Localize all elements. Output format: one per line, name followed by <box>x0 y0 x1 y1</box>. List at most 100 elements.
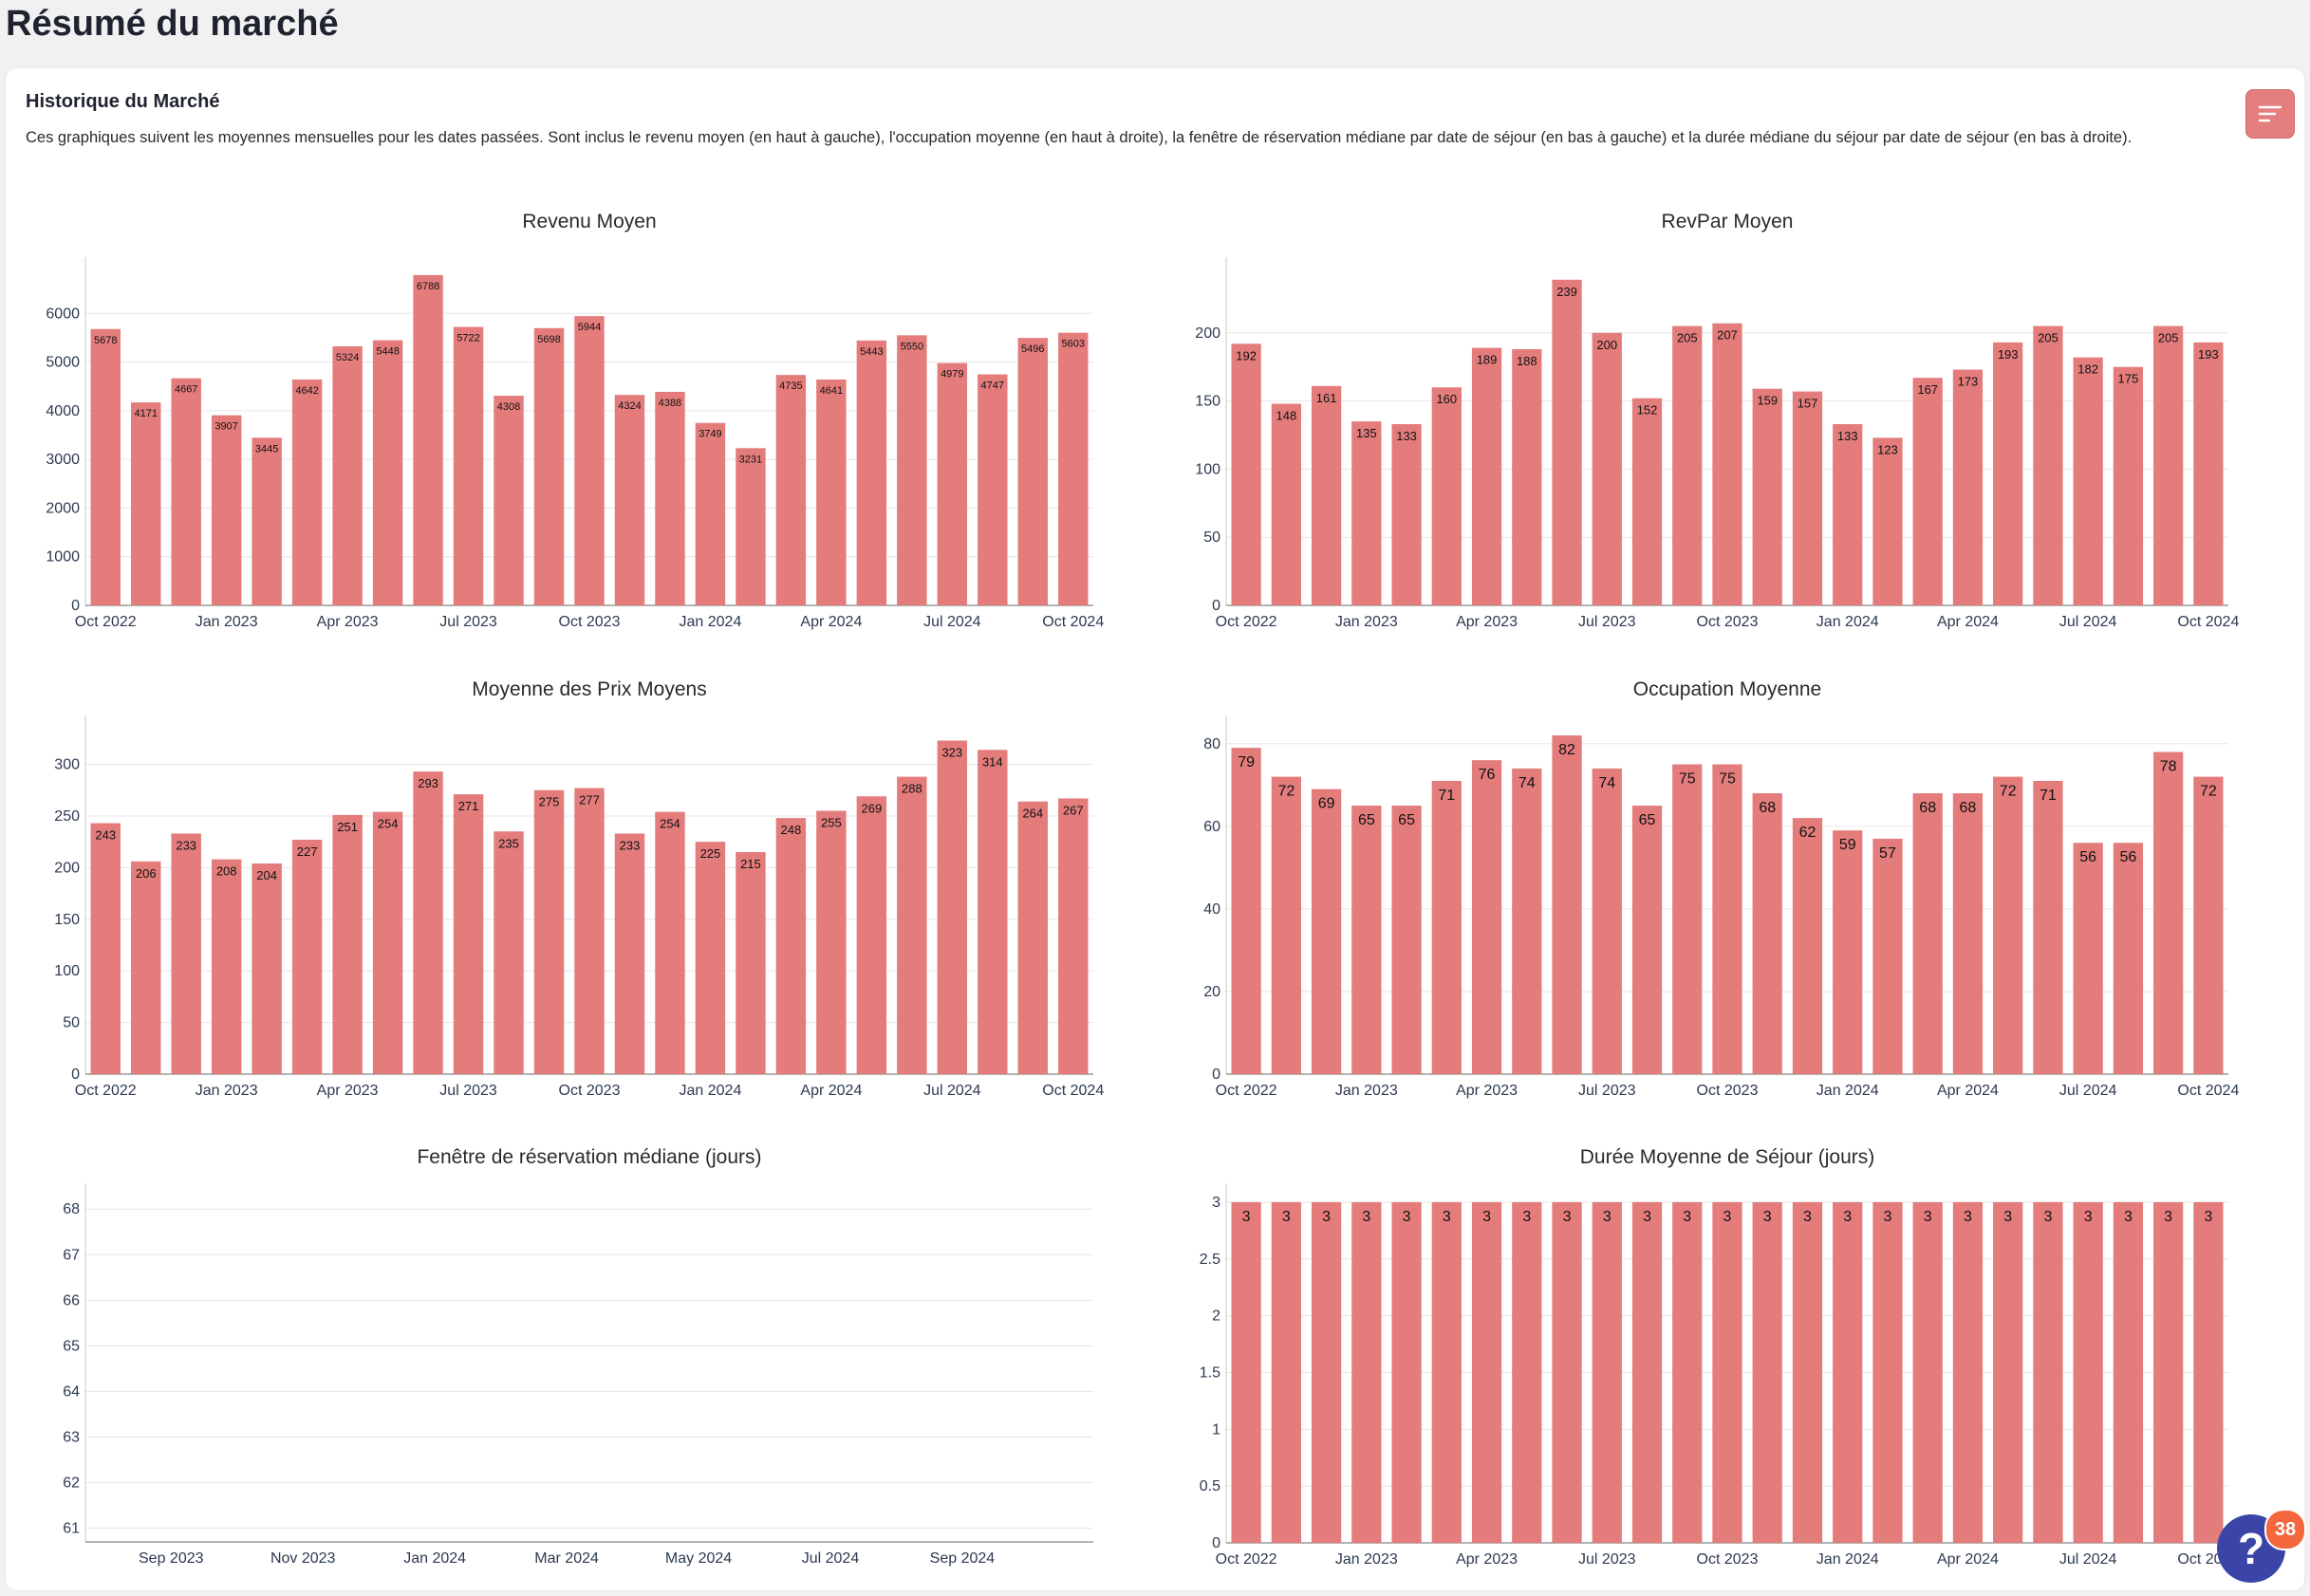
bar[interactable] <box>1712 1201 1742 1543</box>
bar[interactable] <box>1017 801 1048 1074</box>
bar[interactable] <box>90 823 121 1074</box>
bar[interactable] <box>695 422 726 605</box>
bar[interactable] <box>816 810 847 1075</box>
bar[interactable] <box>978 374 1008 605</box>
bar[interactable] <box>1351 421 1382 605</box>
bar[interactable] <box>1672 1201 1703 1543</box>
bar[interactable] <box>1752 388 1782 605</box>
bar[interactable] <box>2113 843 2144 1074</box>
bar[interactable] <box>413 274 443 605</box>
bar[interactable] <box>2033 780 2063 1074</box>
bar[interactable] <box>251 437 282 605</box>
bar[interactable] <box>332 345 363 605</box>
bar[interactable] <box>1471 1201 1502 1543</box>
bar[interactable] <box>131 861 161 1074</box>
bar[interactable] <box>574 316 605 605</box>
bar[interactable] <box>1471 760 1502 1074</box>
bar[interactable] <box>614 833 645 1074</box>
bar[interactable] <box>494 831 524 1074</box>
bar[interactable] <box>494 396 524 605</box>
bar[interactable] <box>816 379 847 605</box>
bar[interactable] <box>1752 793 1782 1074</box>
bar[interactable] <box>1431 780 1462 1074</box>
bar[interactable] <box>1672 325 1703 605</box>
bar[interactable] <box>131 402 161 605</box>
bar[interactable] <box>1231 1201 1261 1543</box>
bar[interactable] <box>1058 332 1089 605</box>
bar[interactable] <box>2193 776 2224 1074</box>
bar[interactable] <box>2073 843 2103 1074</box>
bar[interactable] <box>1872 1201 1903 1543</box>
bar[interactable] <box>2033 1201 2063 1543</box>
bar[interactable] <box>1552 1201 1582 1543</box>
bar[interactable] <box>1631 806 1663 1074</box>
bar[interactable] <box>1552 735 1582 1074</box>
bar[interactable] <box>1872 437 1903 605</box>
bar[interactable] <box>736 448 766 605</box>
bar[interactable] <box>1391 424 1422 605</box>
bar[interactable] <box>1512 768 1542 1074</box>
bar[interactable] <box>332 814 363 1074</box>
bar[interactable] <box>1311 385 1342 605</box>
bar[interactable] <box>1912 793 1943 1074</box>
bar[interactable] <box>1952 1201 1984 1543</box>
bar[interactable] <box>775 375 807 605</box>
bar[interactable] <box>1391 806 1422 1074</box>
bar[interactable] <box>2073 357 2103 605</box>
bar[interactable] <box>1912 1201 1943 1543</box>
bar[interactable] <box>897 776 927 1074</box>
bar[interactable] <box>533 789 565 1074</box>
bar[interactable] <box>1952 369 1984 605</box>
bar[interactable] <box>1592 332 1622 605</box>
bar[interactable] <box>1271 1201 1301 1543</box>
bar[interactable] <box>1471 347 1502 605</box>
bar[interactable] <box>171 833 201 1074</box>
bar[interactable] <box>1912 378 1943 605</box>
bar[interactable] <box>1792 818 1823 1074</box>
bar[interactable] <box>937 362 968 605</box>
bar[interactable] <box>1631 1201 1663 1543</box>
bar[interactable] <box>1712 764 1742 1074</box>
bar[interactable] <box>1672 764 1703 1074</box>
bar[interactable] <box>614 395 645 605</box>
bar[interactable] <box>655 391 685 605</box>
bar[interactable] <box>90 328 121 605</box>
bar[interactable] <box>1993 342 2023 605</box>
bar[interactable] <box>2113 1201 2144 1543</box>
bar[interactable] <box>1512 1201 1542 1543</box>
bar[interactable] <box>291 379 323 605</box>
bar[interactable] <box>453 326 484 605</box>
bar[interactable] <box>1431 1201 1462 1543</box>
bar[interactable] <box>897 335 927 605</box>
bar[interactable] <box>1833 424 1863 605</box>
bar[interactable] <box>1351 1201 1382 1543</box>
bar[interactable] <box>1512 349 1542 605</box>
bar[interactable] <box>251 863 282 1074</box>
bar[interactable] <box>1993 1201 2023 1543</box>
bar[interactable] <box>695 842 726 1074</box>
bar[interactable] <box>1231 748 1261 1074</box>
bar[interactable] <box>1872 838 1903 1074</box>
bar[interactable] <box>978 750 1008 1074</box>
bar[interactable] <box>372 811 403 1074</box>
bar[interactable] <box>1631 398 1663 605</box>
bar[interactable] <box>1311 1201 1342 1543</box>
bar[interactable] <box>1058 798 1089 1074</box>
bar[interactable] <box>937 740 968 1075</box>
bar[interactable] <box>1271 403 1301 605</box>
bar[interactable] <box>2153 752 2184 1074</box>
bar[interactable] <box>453 794 484 1074</box>
bar[interactable] <box>1431 387 1462 605</box>
bar[interactable] <box>2193 342 2224 605</box>
bar[interactable] <box>372 340 403 605</box>
bar[interactable] <box>171 378 201 605</box>
bar[interactable] <box>1271 776 1301 1074</box>
bar[interactable] <box>856 340 887 605</box>
bar[interactable] <box>775 818 807 1074</box>
bar[interactable] <box>2153 325 2184 605</box>
bar[interactable] <box>1833 830 1863 1074</box>
bar[interactable] <box>1712 323 1742 605</box>
bar[interactable] <box>856 796 887 1074</box>
bar[interactable] <box>1552 279 1582 605</box>
bar[interactable] <box>211 859 242 1074</box>
